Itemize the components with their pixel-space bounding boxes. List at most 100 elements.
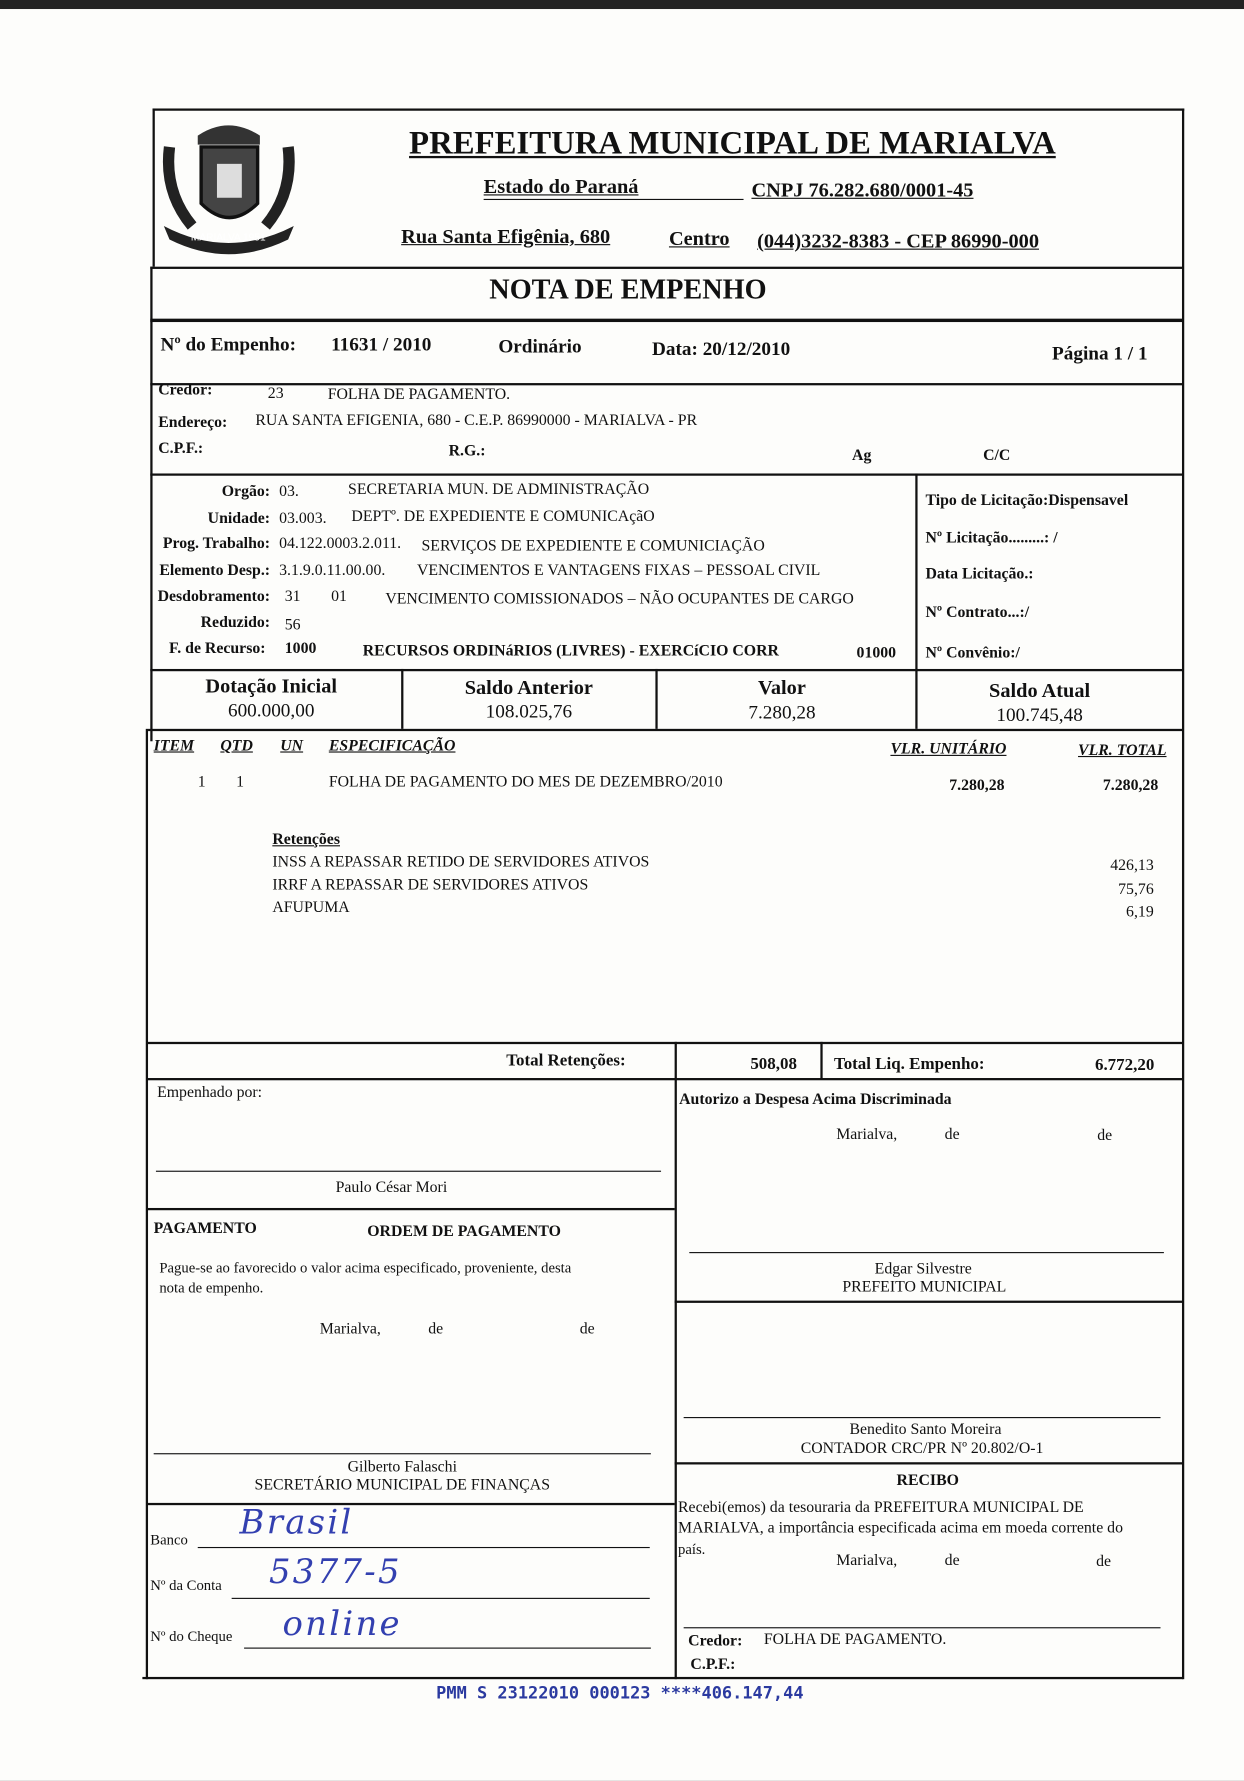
dotacao-inicial-value: 600.000,00 <box>227 699 315 721</box>
prog-desc: SERVIÇOS DE EXPEDIENTE E COMUNICIAÇÃO <box>421 537 765 555</box>
retencao-value: 426,13 <box>1110 857 1154 875</box>
tipo-licitacao: Tipo de Licitação:Dispensavel <box>925 492 1129 510</box>
cnpj: CNPJ 76.282.680/0001-45 <box>751 178 974 202</box>
cheque-handwritten: online <box>282 1604 402 1645</box>
banco-handwritten: Brasil <box>239 1502 354 1543</box>
retencoes-title: Retenções <box>272 831 340 849</box>
red-label: Reduzido: <box>200 614 271 632</box>
empenho-label: Nº do Empenho: <box>160 333 296 355</box>
conta-label: Nº da Conta <box>150 1576 222 1594</box>
payment-stamp: PMM S 23122010 000123 ****406.147,44 <box>436 1682 804 1703</box>
contador-cargo: CONTADOR CRC/PR Nº 20.802/O-1 <box>800 1440 1044 1458</box>
col-vlr-total: VLR. TOTAL <box>1078 742 1167 760</box>
retencao-desc: INSS A REPASSAR RETIDO DE SERVIDORES ATI… <box>272 854 650 872</box>
logo-text: MARIALVA 1951 <box>191 233 266 244</box>
valor-label: Valor <box>758 675 806 699</box>
pagamento-texto: Pague-se ao favorecido o valor acima esp… <box>159 1258 572 1276</box>
prefeito-cargo: PREFEITO MUNICIPAL <box>842 1279 1007 1297</box>
convenio: Nº Convênio:/ <box>925 645 1020 663</box>
banco-label: Banco <box>150 1531 188 1549</box>
orgao-desc: SECRETARIA MUN. DE ADMINISTRAÇÃO <box>348 481 650 499</box>
recibo-texto: Recebi(emos) da tesouraria da PREFEITURA… <box>678 1499 1084 1517</box>
prefeitura-title: PREFEITURA MUNICIPAL DE MARIALVA <box>409 125 1056 162</box>
elem-desc: VENCIMENTOS E VANTAGENS FIXAS – PESSOAL … <box>416 562 821 580</box>
prog: 04.122.0003.2.011. <box>279 535 402 553</box>
fonte-desc: RECURSOS ORDINáRIOS (LIVRES) - EXERCíCIO… <box>362 642 779 660</box>
contrato: Nº Contrato...:/ <box>925 604 1030 622</box>
ag-label: Ag <box>852 447 872 465</box>
pagina: Página 1 / 1 <box>1052 342 1148 364</box>
orgao-label: Orgão: <box>221 483 271 501</box>
row-item: 1 <box>197 774 206 791</box>
desd-label: Desdobramento: <box>157 588 271 606</box>
unidade-label: Unidade: <box>207 510 271 528</box>
cc-label: C/C <box>983 447 1011 465</box>
recibo-texto: país. <box>678 1540 706 1558</box>
fonte: 1000 <box>284 640 317 658</box>
autorizo-cidade: Marialva, <box>836 1126 898 1144</box>
elem: 3.1.9.0.11.00.00. <box>279 562 386 580</box>
secretario-cargo: SECRETÁRIO MUNICIPAL DE FINANÇAS <box>254 1476 551 1494</box>
desd-desc: VENCIMENTO COMISSIONADOS – NÃO OCUPANTES… <box>385 590 854 608</box>
empenho-numero: 11631 / 2010 <box>331 333 432 355</box>
endereco-label: Endereço: <box>158 414 228 432</box>
prog-label: Prog. Trabalho: <box>162 535 271 553</box>
saldo-anterior-label: Saldo Anterior <box>464 675 593 699</box>
saldo-atual-label: Saldo Atual <box>989 679 1091 702</box>
telefone-cep: (044)3232-8383 - CEP 86990-000 <box>757 229 1040 252</box>
row-qtd: 1 <box>236 774 245 791</box>
fonte-cod: 01000 <box>856 645 897 663</box>
credor-endereco: RUA SANTA EFIGENIA, 680 - C.E.P. 8699000… <box>255 412 698 430</box>
bairro: Centro <box>668 227 730 250</box>
empenho-data: Data: 20/12/2010 <box>652 337 791 360</box>
pagamento-de: de <box>579 1320 595 1338</box>
desd1: 31 <box>284 588 301 606</box>
col-qtd: QTD <box>220 737 253 755</box>
red: 56 <box>284 616 301 634</box>
secretario-nome: Gilberto Falaschi <box>347 1458 457 1476</box>
pagamento-texto: nota de empenho. <box>159 1279 264 1297</box>
retencao-value: 6,19 <box>1126 904 1154 921</box>
row-espec: FOLHA DE PAGAMENTO DO MES DE DEZEMBRO/20… <box>328 774 723 791</box>
autorizo-label: Autorizo a Despesa Acima Discriminada <box>679 1091 952 1109</box>
col-item: ITEM <box>153 737 195 755</box>
desd2: 01 <box>331 588 347 606</box>
orgao: 03. <box>279 483 299 501</box>
col-espec: ESPECIFICAÇÃO <box>328 737 456 755</box>
credor-codigo: 23 <box>267 385 284 403</box>
recibo-cpf-label: C.P.F.: <box>690 1656 736 1674</box>
total-liquido: 6.772,20 <box>1094 1056 1155 1075</box>
ordem-pagamento-label: ORDEM DE PAGAMENTO <box>367 1223 561 1241</box>
total-retencoes-label: Total Retenções: <box>506 1052 626 1071</box>
pagamento-de: de <box>428 1320 444 1338</box>
valor-value: 7.280,28 <box>748 701 816 724</box>
marialva-coat-of-arms-logo: MARIALVA 1951 <box>162 125 295 255</box>
prefeito-nome: Edgar Silvestre <box>874 1261 972 1279</box>
total-liquido-label: Total Liq. Empenho: <box>833 1055 985 1074</box>
numero-licitacao: Nº Licitação.........: / <box>925 529 1058 547</box>
empenhado-por-label: Empenhado por: <box>157 1084 263 1102</box>
recibo-texto: MARIALVA, a importância especificada aci… <box>678 1519 1124 1537</box>
saldo-anterior-value: 108.025,76 <box>485 700 573 723</box>
endereco-prefeitura: Rua Santa Efigênia, 680 <box>401 224 611 248</box>
credor-nome: FOLHA DE PAGAMENTO. <box>327 386 511 404</box>
unidade: 03.003. <box>279 510 327 528</box>
credor-label: Credor: <box>158 381 213 399</box>
elem-label: Elemento Desp.: <box>159 562 271 580</box>
estado: Estado do Paraná <box>483 175 639 198</box>
retencao-desc: IRRF A REPASSAR DE SERVIDORES ATIVOS <box>272 876 589 894</box>
row-unit: 7.280,28 <box>949 777 1005 795</box>
unidade-desc: DEPTº. DE EXPEDIENTE E COMUNICAçãO <box>351 508 655 526</box>
retencao-desc: AFUPUMA <box>272 899 350 917</box>
recibo-de: de <box>1096 1553 1112 1571</box>
pagamento-label: PAGAMENTO <box>153 1220 257 1238</box>
recibo-cidade: Marialva, <box>836 1552 898 1570</box>
dotacao-inicial-label: Dotação Inicial <box>205 674 338 698</box>
row-total: 7.280,28 <box>1102 777 1159 795</box>
cpf-label: C.P.F.: <box>158 440 204 458</box>
retencao-value: 75,76 <box>1118 881 1154 899</box>
autorizo-de: de <box>944 1126 960 1144</box>
fonte-label: F. de Recurso: <box>169 640 266 658</box>
recibo-credor-label: Credor: <box>688 1632 743 1650</box>
